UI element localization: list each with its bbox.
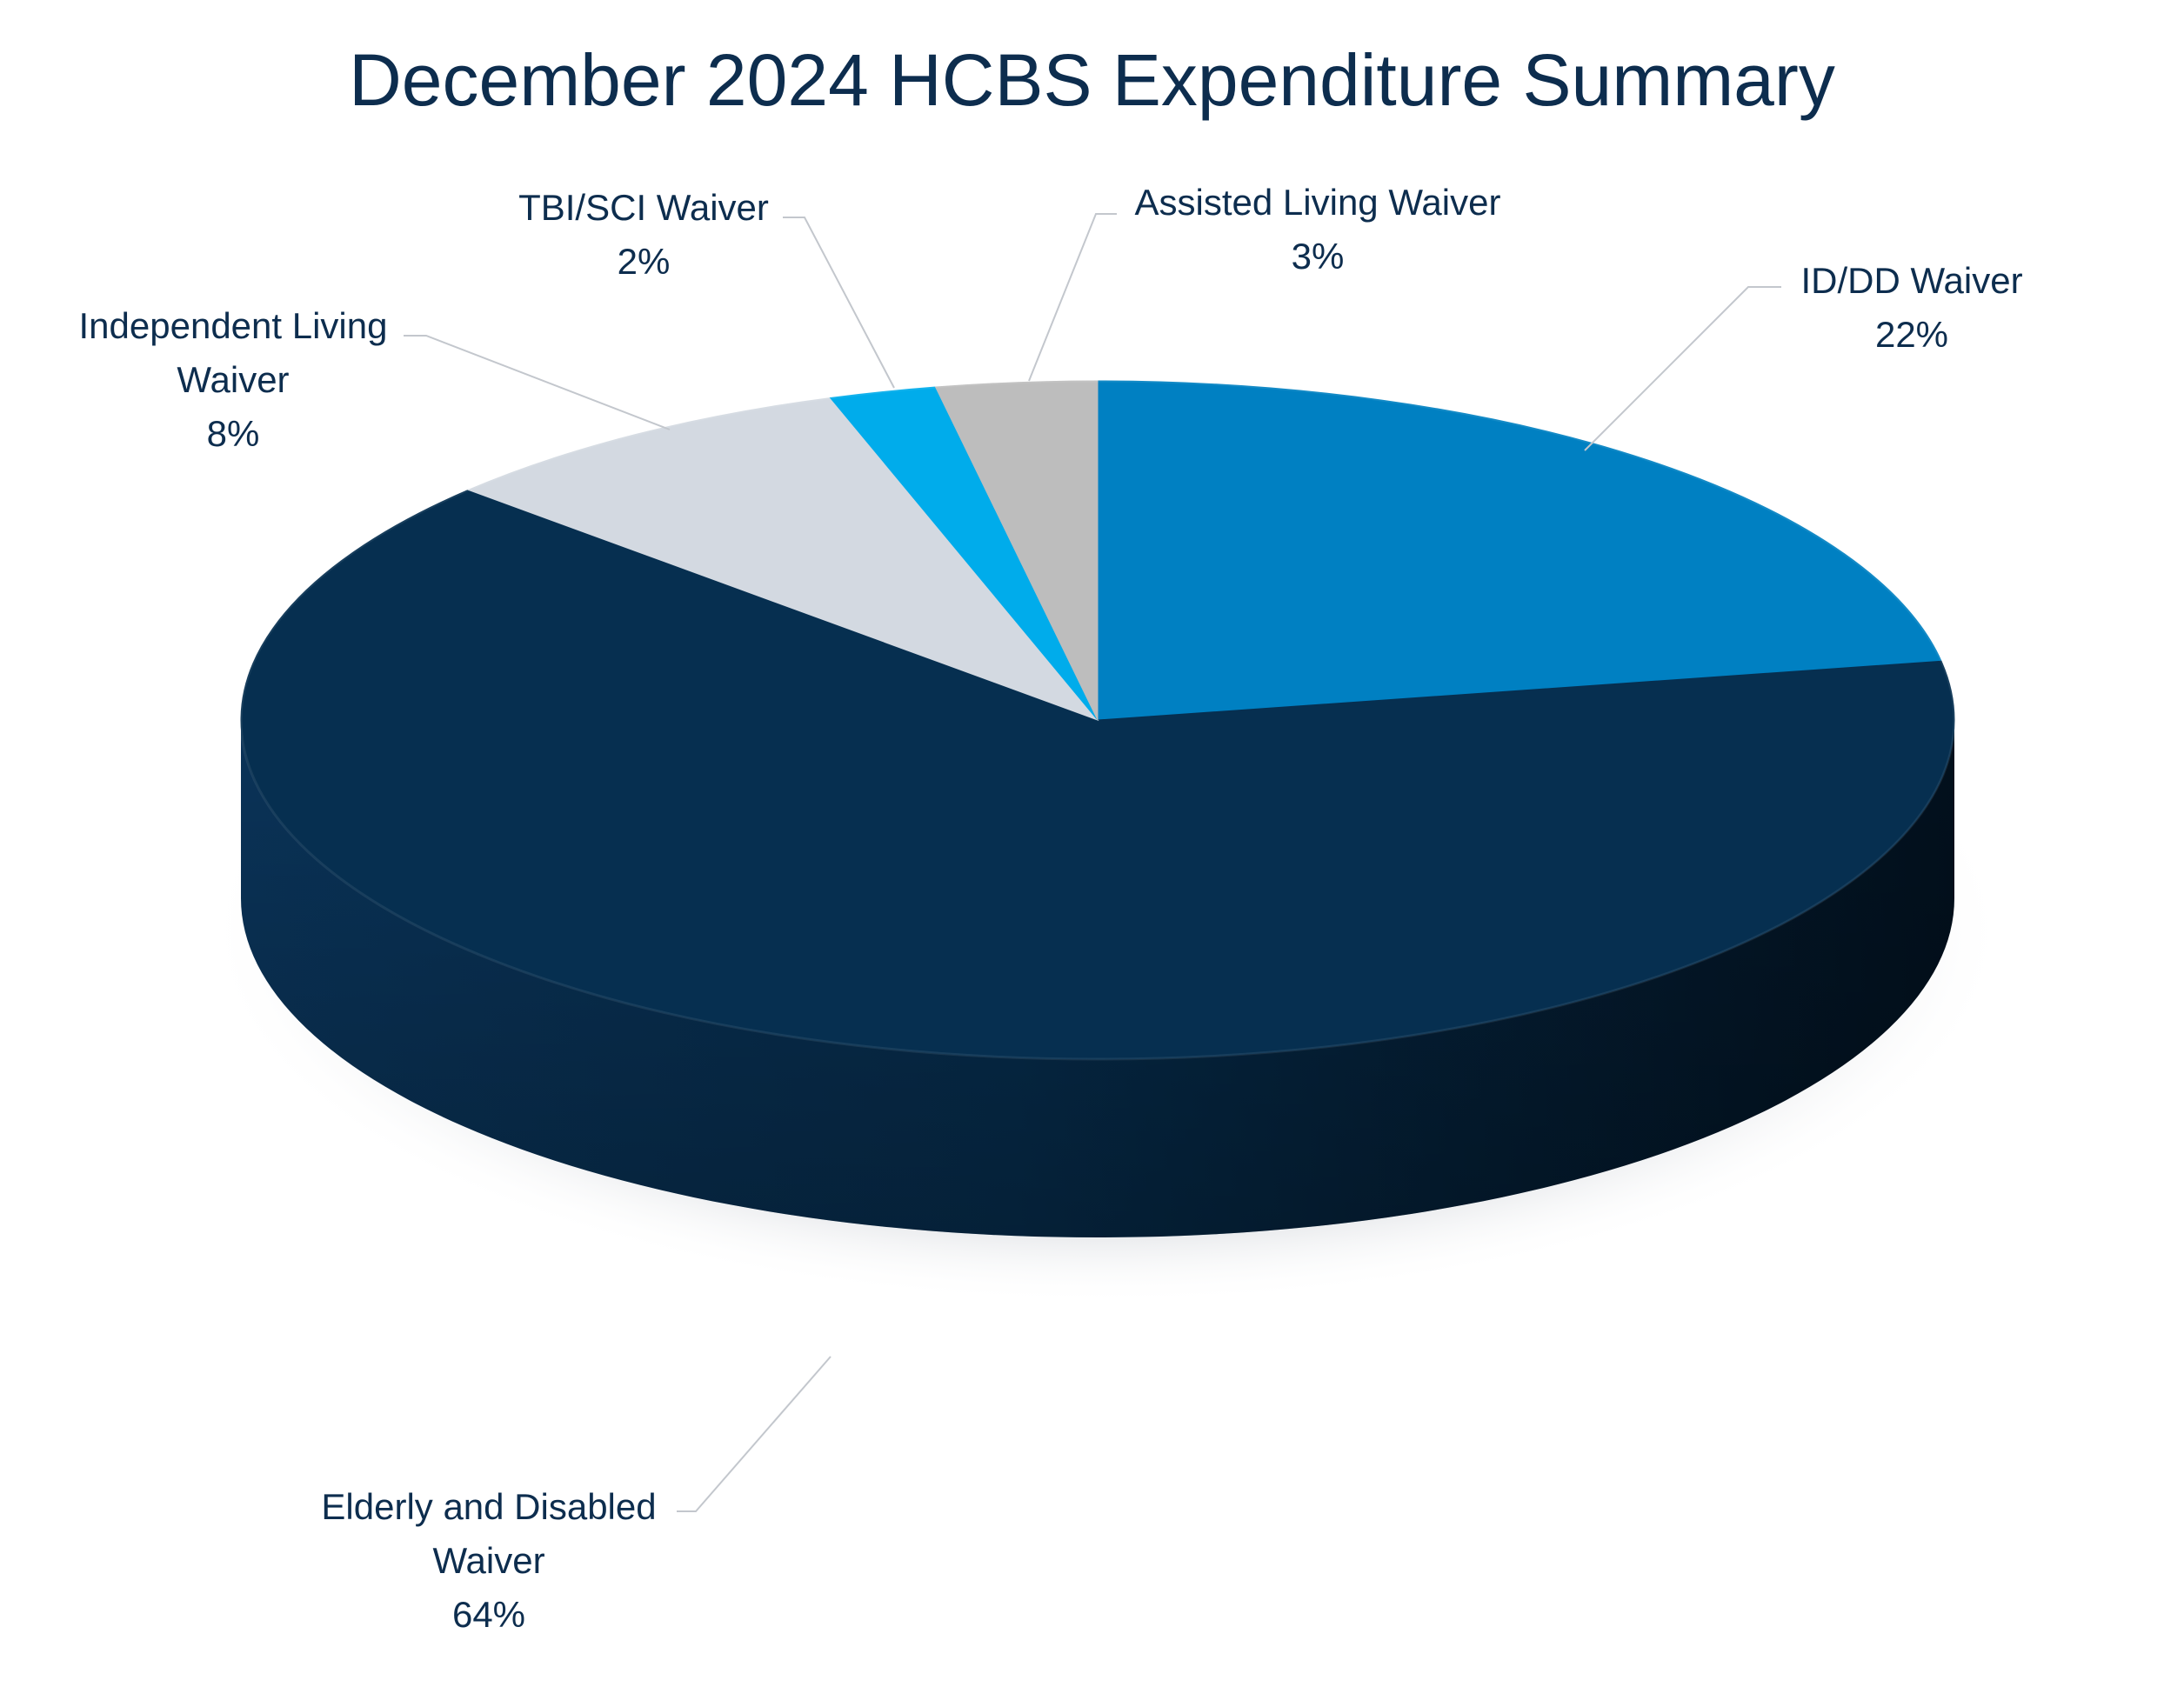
data-label: Elderly and Disabled Waiver 64% (321, 1480, 656, 1642)
slice-side-shade (241, 720, 1954, 1237)
data-label-category: Waiver (432, 1540, 545, 1581)
data-label-category: Elderly and Disabled (321, 1486, 657, 1527)
data-label-category: Waiver (177, 359, 290, 400)
pie-slice-independent-living-waiver (467, 397, 1099, 722)
leader-line (1028, 213, 1117, 382)
chart-title: December 2024 HCBS Expenditure Summary (349, 39, 1835, 121)
pie-slice-id-dd-waiver (1097, 380, 1942, 721)
data-label: ID/DD Waiver 22% (1800, 254, 2022, 362)
data-label-category: Assisted Living Waiver (1134, 182, 1501, 223)
data-label-category: TBI/SCI Waiver (518, 187, 769, 228)
leader-line (677, 1356, 832, 1512)
data-label-percent: 64% (451, 1594, 526, 1635)
data-label-category: ID/DD Waiver (1800, 260, 2023, 301)
data-label: Assisted Living Waiver 3% (1135, 176, 1501, 283)
pie-slice-elderly-and-disabled-waiver (240, 489, 1955, 1060)
data-label-percent: 8% (206, 413, 260, 454)
data-label-percent: 3% (1291, 236, 1345, 277)
leader-line (783, 217, 895, 389)
data-label-category: Independent Living (78, 305, 388, 346)
leader-line (404, 335, 671, 430)
data-label: Independent Living Waiver 8% (79, 299, 388, 461)
data-label-percent: 22% (1874, 314, 1949, 355)
data-label-percent: 2% (617, 241, 671, 282)
pie-slice-assisted-living-waiver (934, 380, 1099, 721)
pie-rim (239, 379, 1956, 1061)
leader-line (1584, 286, 1781, 451)
data-label: TBI/SCI Waiver 2% (518, 181, 769, 289)
